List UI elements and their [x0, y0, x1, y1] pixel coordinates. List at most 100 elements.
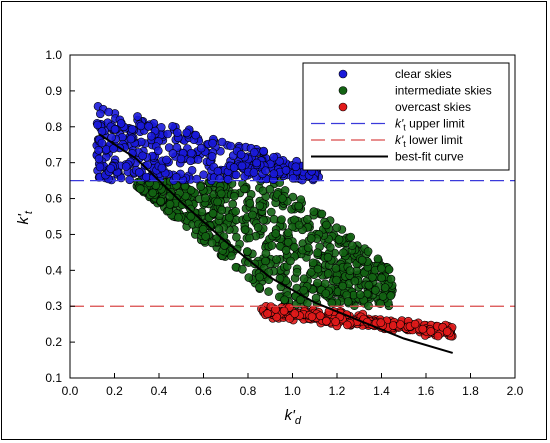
data-point [213, 166, 223, 176]
data-point [271, 229, 281, 238]
x-tick-label: 0.4 [151, 384, 168, 398]
data-point [193, 155, 203, 164]
data-point [346, 232, 356, 242]
data-point [227, 251, 236, 261]
data-point [208, 209, 218, 218]
x-tick-label: 1.6 [418, 384, 435, 398]
data-point [116, 173, 126, 183]
data-point [303, 214, 312, 224]
data-point [196, 182, 205, 191]
data-point [258, 186, 268, 196]
data-point [343, 297, 353, 306]
data-point [355, 290, 365, 300]
data-point [292, 267, 302, 277]
data-point [97, 138, 107, 148]
y-tick-label: 0.9 [45, 84, 62, 98]
data-point [338, 248, 348, 257]
data-point [286, 256, 295, 266]
data-point [199, 170, 208, 179]
data-point [410, 319, 420, 329]
data-point [322, 220, 331, 230]
data-point [186, 185, 196, 195]
data-point [168, 149, 178, 158]
data-point [156, 196, 166, 206]
data-point [237, 161, 247, 171]
scatter-points [92, 102, 457, 341]
data-point [277, 215, 286, 224]
data-point [291, 162, 301, 172]
data-point [299, 285, 309, 295]
data-point [168, 122, 177, 131]
x-tick-label: 1.0 [284, 384, 301, 398]
data-point [228, 199, 237, 209]
data-point [271, 305, 280, 314]
data-point [323, 269, 333, 278]
data-point [313, 264, 323, 274]
data-point [225, 213, 234, 222]
legend-marker-2 [338, 102, 348, 112]
series-intermediate-skies [132, 176, 397, 311]
data-point [264, 287, 273, 296]
data-point [380, 283, 390, 292]
data-point [229, 163, 239, 172]
data-point [426, 327, 436, 336]
data-point [236, 150, 246, 159]
data-point [386, 274, 396, 284]
y-tick-label: 0.6 [45, 192, 62, 206]
data-point [138, 151, 147, 161]
data-point [240, 225, 250, 235]
data-point [261, 166, 270, 175]
data-point [307, 312, 317, 322]
data-point [116, 119, 126, 128]
data-point [136, 121, 146, 131]
data-point [321, 289, 331, 298]
data-point [266, 207, 276, 217]
data-point [215, 174, 224, 183]
data-point [283, 228, 293, 237]
x-tick-label: 0.0 [62, 384, 79, 398]
data-point [294, 201, 304, 211]
data-point [250, 148, 259, 157]
data-point [252, 158, 262, 168]
data-point [280, 295, 289, 305]
data-point [136, 184, 145, 194]
data-point [259, 215, 268, 225]
best-fit-curve-line [98, 133, 453, 354]
data-point [135, 168, 144, 177]
data-point [213, 197, 222, 207]
data-point [174, 213, 183, 222]
data-point [332, 223, 342, 232]
data-point [165, 200, 175, 209]
data-point [249, 168, 259, 177]
data-point [315, 311, 325, 321]
y-tick-label: 0.7 [45, 156, 62, 170]
data-point [308, 258, 318, 268]
data-point [299, 274, 309, 284]
data-point [157, 163, 167, 173]
data-point [325, 243, 335, 252]
data-point [208, 138, 217, 148]
data-point [94, 154, 104, 164]
data-point [104, 107, 113, 117]
data-point [378, 292, 388, 301]
data-point [259, 146, 268, 156]
data-point [261, 256, 270, 266]
y-tick-label: 0.8 [45, 120, 62, 134]
data-point [110, 125, 120, 134]
data-point [177, 200, 187, 209]
legend-label: best-fit curve [395, 150, 464, 164]
legend-box [302, 62, 510, 171]
data-point [217, 205, 227, 215]
data-point [125, 175, 134, 185]
data-point [231, 207, 240, 216]
data-point [171, 173, 181, 182]
data-point [296, 295, 305, 305]
data-point [322, 316, 331, 326]
data-point [187, 166, 197, 175]
data-point [198, 224, 208, 234]
data-point [313, 248, 322, 257]
data-point [95, 162, 105, 172]
x-tick-label: 1.8 [462, 384, 479, 398]
